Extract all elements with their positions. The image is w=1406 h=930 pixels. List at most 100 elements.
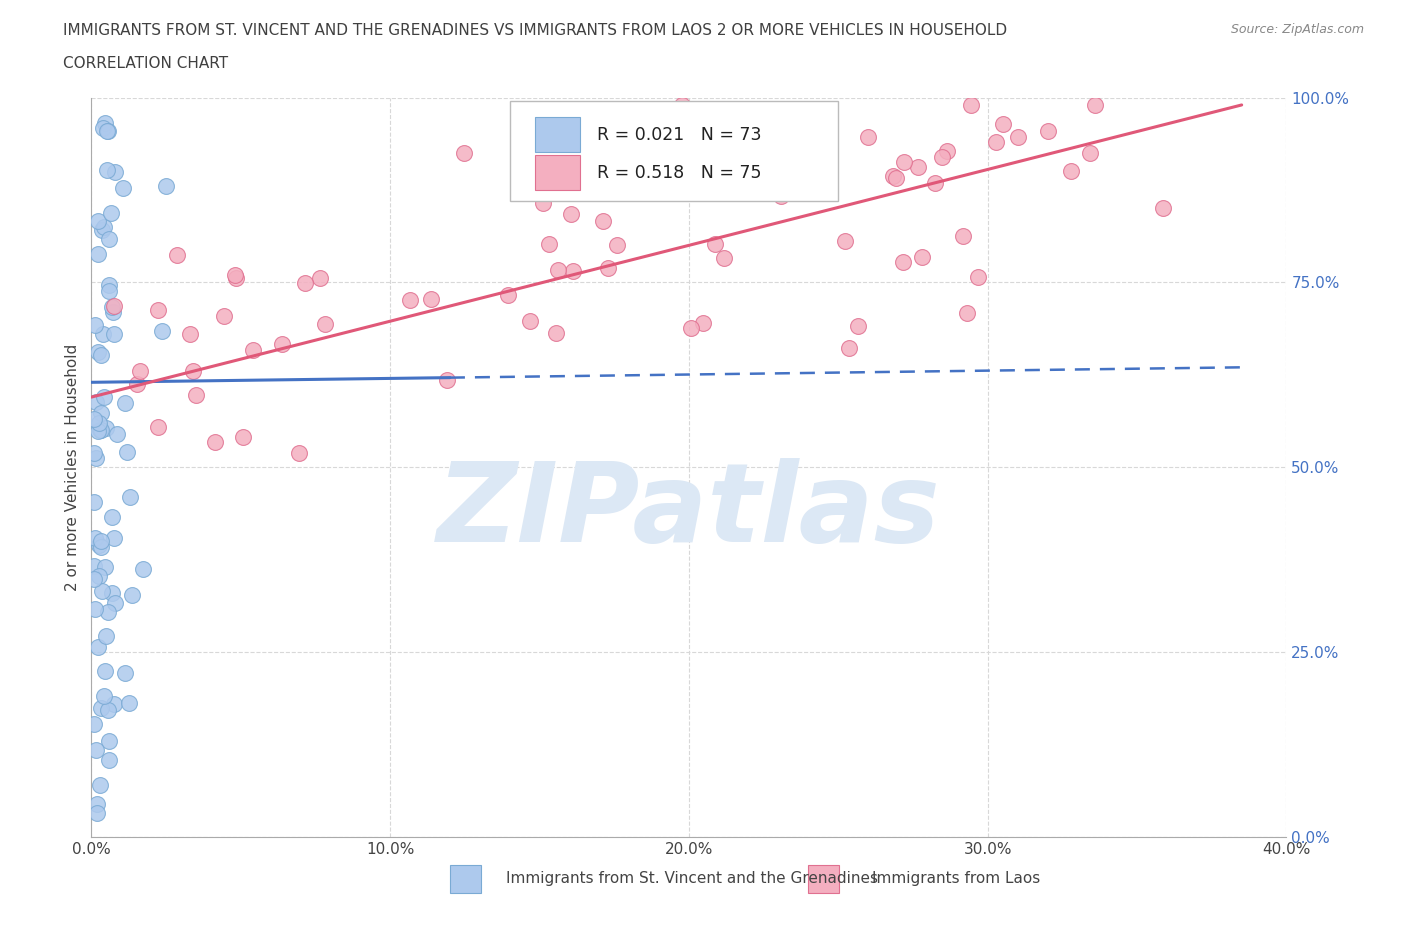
Point [129, 364, 152, 379]
Point [804, 118, 827, 133]
Point [796, 175, 818, 190]
Point [93, 663, 115, 678]
Point [1036, 124, 1059, 139]
Point [703, 134, 725, 149]
Point [891, 255, 914, 270]
Point [834, 233, 856, 248]
Point [204, 434, 226, 449]
Point [121, 587, 143, 602]
Point [959, 98, 981, 113]
Point [789, 159, 811, 174]
Bar [808, 865, 839, 893]
Bar [534, 117, 581, 153]
Point [148, 302, 170, 317]
Point [96, 163, 118, 178]
Point [83, 317, 105, 332]
Point [645, 178, 668, 193]
Point [104, 595, 127, 610]
Point [97, 702, 120, 717]
Point [132, 561, 155, 576]
Point [90, 222, 112, 237]
Point [86, 344, 108, 359]
Point [98, 277, 121, 292]
Point [1078, 145, 1101, 160]
Point [93, 688, 115, 703]
Point [800, 162, 823, 177]
Point [681, 321, 703, 336]
Text: Immigrants from Laos: Immigrants from Laos [872, 871, 1040, 886]
Point [309, 271, 332, 286]
Point [89, 422, 111, 437]
Point [1152, 200, 1174, 215]
Point [498, 288, 520, 303]
Bar [450, 865, 481, 893]
Point [118, 696, 141, 711]
Point [695, 129, 717, 144]
FancyBboxPatch shape [509, 101, 838, 201]
Point [89, 568, 111, 583]
Point [101, 299, 124, 314]
Point [1084, 98, 1107, 113]
Point [103, 299, 125, 313]
Point [314, 316, 336, 331]
Text: IMMIGRANTS FROM ST. VINCENT AND THE GRENADINES VS IMMIGRANTS FROM LAOS 2 OR MORE: IMMIGRANTS FROM ST. VINCENT AND THE GREN… [63, 23, 1007, 38]
Point [84, 394, 107, 409]
Point [225, 271, 247, 286]
Text: R = 0.021   N = 73: R = 0.021 N = 73 [598, 126, 762, 143]
Point [86, 796, 108, 811]
Point [986, 134, 1008, 149]
Point [84, 451, 107, 466]
Point [97, 604, 120, 619]
Point [90, 701, 112, 716]
Point [952, 229, 974, 244]
Point [89, 777, 111, 792]
Point [436, 372, 458, 387]
Point [84, 531, 107, 546]
Point [271, 337, 294, 352]
Point [856, 129, 879, 144]
Point [83, 494, 105, 509]
Text: R = 0.518   N = 75: R = 0.518 N = 75 [598, 164, 762, 181]
Point [769, 189, 792, 204]
Point [101, 305, 124, 320]
Point [98, 734, 121, 749]
Point [531, 195, 554, 210]
Point [84, 601, 107, 616]
Point [242, 343, 264, 358]
Point [179, 326, 201, 341]
Point [90, 540, 112, 555]
Point [704, 236, 727, 251]
Point [907, 160, 929, 175]
Point [546, 326, 568, 340]
Point [96, 124, 118, 139]
Point [420, 292, 443, 307]
Point [127, 377, 149, 392]
Point [87, 415, 110, 430]
Text: CORRELATION CHART: CORRELATION CHART [63, 56, 228, 71]
Y-axis label: 2 or more Vehicles in Household: 2 or more Vehicles in Household [65, 344, 80, 591]
Point [83, 572, 105, 587]
Text: Immigrants from St. Vincent and the Grenadines: Immigrants from St. Vincent and the Gren… [506, 871, 879, 886]
Point [94, 420, 117, 435]
Point [91, 326, 114, 341]
Point [90, 533, 112, 548]
Point [86, 805, 108, 820]
Bar [534, 154, 581, 191]
Point [596, 261, 619, 276]
Point [399, 292, 422, 307]
Point [91, 121, 114, 136]
Point [94, 629, 117, 644]
Point [224, 268, 246, 283]
Point [166, 247, 188, 262]
Point [98, 752, 121, 767]
Point [117, 445, 139, 459]
Point [114, 665, 136, 680]
Point [966, 270, 988, 285]
Point [692, 315, 714, 330]
Point [838, 340, 860, 355]
Point [453, 146, 475, 161]
Point [83, 446, 105, 461]
Point [671, 98, 693, 113]
Point [924, 176, 946, 191]
Point [90, 405, 112, 420]
